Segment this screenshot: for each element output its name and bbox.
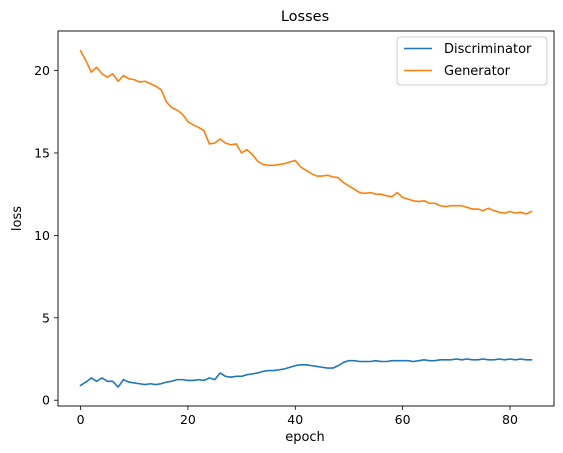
x-tick-label: 60 [395,412,411,427]
legend: Discriminator Generator [396,36,548,86]
series-line-generator [79,49,533,215]
chart-title: Losses [281,9,329,25]
series-line-discriminator [79,358,533,388]
y-tick-label: 0 [42,393,50,408]
y-tick-label: 5 [42,310,50,325]
legend-box [396,36,548,86]
x-tick-label: 0 [77,412,85,427]
y-tick-label: 15 [34,145,50,160]
y-tick-label: 10 [34,228,50,243]
x-tick-label: 40 [287,412,303,427]
x-tick-label: 80 [502,412,518,427]
x-tick-label: 20 [180,412,196,427]
legend-label-discriminator: Discriminator [444,42,532,57]
plot-frame [57,30,555,407]
y-tick-label: 20 [34,63,50,78]
x-axis-label: epoch [285,430,325,445]
y-axis-label: loss [10,206,25,231]
legend-label-generator: Generator [444,64,511,79]
